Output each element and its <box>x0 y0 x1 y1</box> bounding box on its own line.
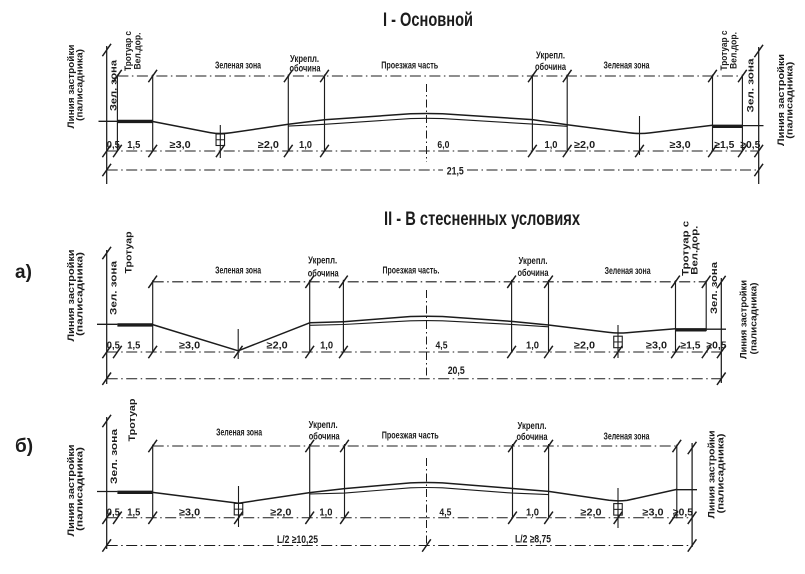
svg-text:II - В стесненных условиях: II - В стесненных условиях <box>384 209 580 230</box>
svg-text:Тротуар с: Тротуар с <box>681 221 692 276</box>
svg-text:≥2,0: ≥2,0 <box>270 508 291 519</box>
svg-text:(палисадника): (палисадника) <box>749 283 760 355</box>
svg-text:≥2,0: ≥2,0 <box>574 341 595 352</box>
svg-text:1,0: 1,0 <box>299 140 312 151</box>
svg-text:≥3,0: ≥3,0 <box>670 140 691 151</box>
svg-text:1,0: 1,0 <box>526 508 539 519</box>
svg-text:а): а) <box>15 262 32 283</box>
svg-text:обочина: обочина <box>517 431 548 443</box>
svg-text:Зеленая зона: Зеленая зона <box>605 266 651 277</box>
svg-text:1,0: 1,0 <box>526 341 539 352</box>
svg-text:Линия застройки: Линия застройки <box>66 44 77 128</box>
svg-text:Зел. зона: Зел. зона <box>709 261 720 314</box>
svg-text:1,5: 1,5 <box>127 140 140 151</box>
svg-text:(палисадника): (палисадника) <box>75 49 86 121</box>
svg-text:Зеленая зона: Зеленая зона <box>215 266 261 277</box>
svg-text:0,5: 0,5 <box>107 341 120 352</box>
svg-text:Зеленая зона: Зеленая зона <box>604 61 650 72</box>
svg-text:≥2,0: ≥2,0 <box>581 508 602 519</box>
svg-text:(палисадника): (палисадника) <box>785 62 796 139</box>
svg-text:Вел.дор.: Вел.дор. <box>133 33 144 70</box>
svg-text:≥0,5: ≥0,5 <box>707 341 727 352</box>
svg-text:Укрепл.: Укрепл. <box>536 51 565 62</box>
svg-text:Зел. зона: Зел. зона <box>109 59 120 111</box>
svg-text:(палисадника): (палисадника) <box>75 447 86 531</box>
svg-text:обочина: обочина <box>518 267 549 279</box>
svg-text:0,5: 0,5 <box>107 508 120 519</box>
svg-text:Зеленая зона: Зеленая зона <box>215 61 261 72</box>
svg-text:Зеленая зона: Зеленая зона <box>604 432 650 443</box>
svg-text:0,5: 0,5 <box>107 140 120 151</box>
svg-text:Зел. зона: Зел. зона <box>746 58 757 113</box>
svg-text:Укрепл.: Укрепл. <box>290 54 319 65</box>
svg-text:Зел. зона: Зел. зона <box>109 428 120 484</box>
svg-text:Тротуар: Тротуар <box>127 398 138 441</box>
svg-text:≥3,0: ≥3,0 <box>179 508 200 519</box>
svg-text:4,5: 4,5 <box>436 341 448 352</box>
svg-text:Линия застройки: Линия застройки <box>707 430 718 518</box>
svg-text:L/2 ≥10,25: L/2 ≥10,25 <box>277 534 318 546</box>
svg-text:Зеленая зона: Зеленая зона <box>216 428 262 439</box>
svg-text:20,5: 20,5 <box>448 365 465 377</box>
svg-text:б): б) <box>15 436 33 457</box>
svg-text:≥1,5: ≥1,5 <box>714 140 734 151</box>
svg-text:Линия застройки: Линия застройки <box>776 54 787 146</box>
svg-text:≥0,5: ≥0,5 <box>740 140 760 151</box>
svg-text:≥2,0: ≥2,0 <box>267 341 288 352</box>
svg-text:Линия застройки: Линия застройки <box>739 280 750 359</box>
svg-text:Укрепл.: Укрепл. <box>518 421 547 432</box>
svg-text:1,0: 1,0 <box>319 508 332 519</box>
svg-text:4,5: 4,5 <box>439 508 451 519</box>
svg-text:≥2,0: ≥2,0 <box>574 140 595 151</box>
svg-text:обочина: обочина <box>308 268 339 280</box>
svg-text:обочина: обочина <box>309 431 340 443</box>
svg-text:1,5: 1,5 <box>127 508 140 519</box>
svg-text:Тротуар с: Тротуар с <box>719 31 730 71</box>
svg-text:Вел.дор.: Вел.дор. <box>690 226 701 275</box>
svg-text:21,5: 21,5 <box>447 166 464 178</box>
svg-text:обочина: обочина <box>535 61 566 73</box>
svg-text:Укрепл.: Укрепл. <box>519 256 548 267</box>
svg-text:≥1,5: ≥1,5 <box>681 341 701 352</box>
svg-text:Линия застройки: Линия застройки <box>66 444 77 536</box>
svg-text:L/2 ≥8,75: L/2 ≥8,75 <box>515 534 551 546</box>
svg-text:обочина: обочина <box>290 63 321 75</box>
svg-text:≥3,0: ≥3,0 <box>646 341 667 352</box>
svg-text:1,5: 1,5 <box>127 341 140 352</box>
svg-text:≥0,5: ≥0,5 <box>673 508 693 519</box>
svg-text:Укрепл.: Укрепл. <box>308 256 337 267</box>
svg-text:6,0: 6,0 <box>437 140 449 151</box>
svg-text:Линия застройки: Линия застройки <box>66 249 77 341</box>
svg-text:Тротуар: Тротуар <box>124 231 135 273</box>
svg-text:1,0: 1,0 <box>545 140 558 151</box>
svg-text:≥2,0: ≥2,0 <box>258 140 279 151</box>
svg-text:1,0: 1,0 <box>320 341 333 352</box>
svg-text:(палисадника): (палисадника) <box>75 252 86 336</box>
svg-text:≥3,0: ≥3,0 <box>170 140 191 151</box>
svg-text:Проезжая часть: Проезжая часть <box>381 61 438 72</box>
svg-text:(палисадника): (палисадника) <box>716 434 727 514</box>
svg-text:Вел.дор.: Вел.дор. <box>729 32 740 69</box>
svg-text:Зел. зона: Зел. зона <box>109 260 120 315</box>
svg-text:≥3,0: ≥3,0 <box>179 341 200 352</box>
svg-text:Проезжая часть.: Проезжая часть. <box>383 266 440 277</box>
svg-text:≥3,0: ≥3,0 <box>643 508 664 519</box>
svg-text:I - Основной: I - Основной <box>383 10 473 31</box>
svg-text:Укрепл.: Укрепл. <box>309 420 338 431</box>
svg-text:Проезжая часть: Проезжая часть <box>382 431 439 442</box>
svg-text:Тротуар с: Тротуар с <box>123 31 134 71</box>
